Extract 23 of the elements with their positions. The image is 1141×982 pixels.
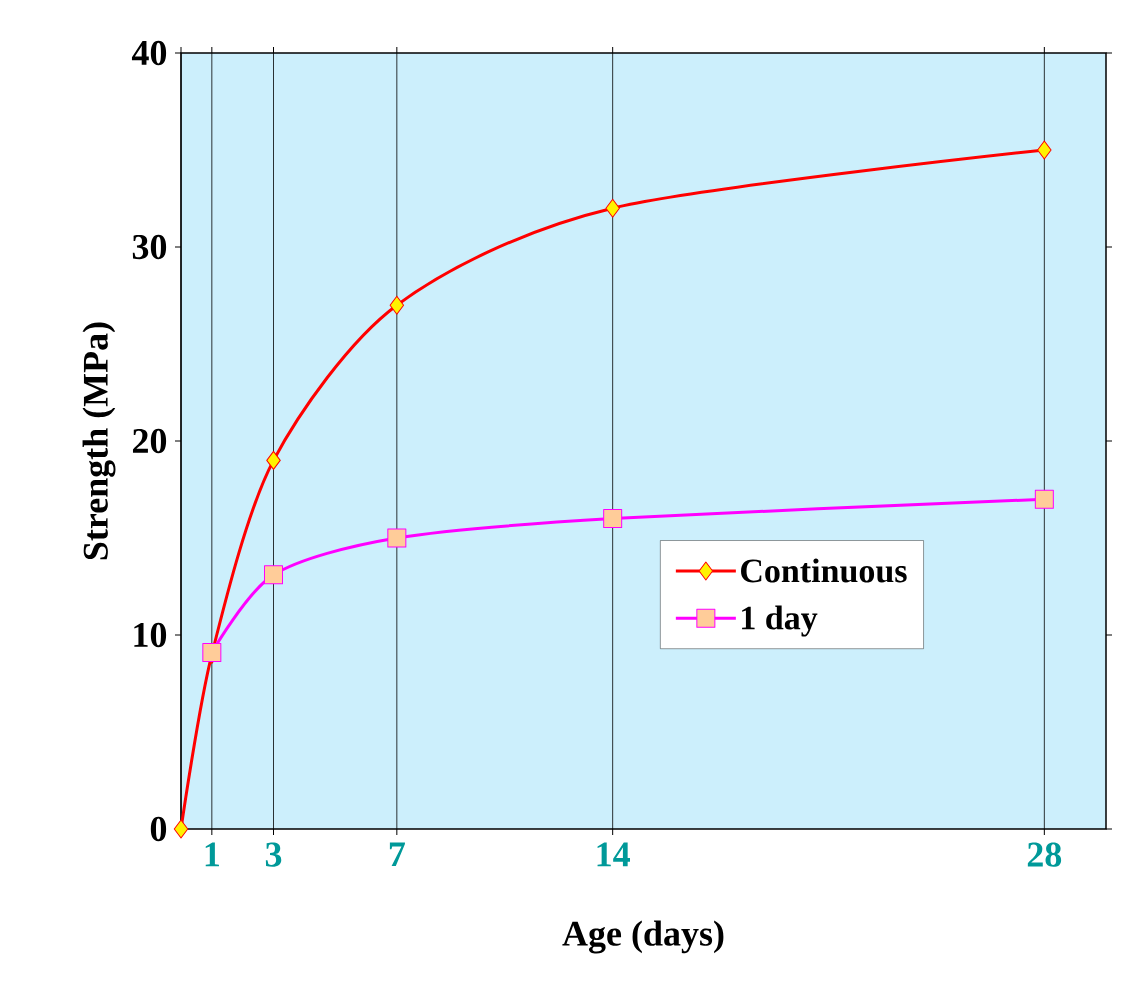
- legend-label: 1 day: [742, 605, 818, 637]
- x-tick-label: 3: [265, 842, 282, 867]
- x-tick-label: 7: [389, 842, 405, 867]
- point: [1037, 140, 1052, 160]
- y-axis-title: Strength (MPa): [82, 322, 116, 560]
- x-axis-title: Age (days): [562, 920, 724, 954]
- point: [264, 565, 283, 585]
- point: [605, 198, 620, 218]
- point: [266, 450, 281, 470]
- y-tick-label: 10: [134, 622, 167, 648]
- y-tick-label: 0: [150, 816, 167, 842]
- x-tick-label: 28: [1027, 842, 1062, 867]
- x-tick-label: 14: [597, 842, 630, 867]
- point: [389, 295, 405, 315]
- y-tick-label: 20: [132, 428, 167, 454]
- y-tick-label: 30: [132, 234, 167, 260]
- y-tick-label: 40: [131, 40, 167, 66]
- point: [387, 528, 407, 548]
- x-tick-label: 1: [205, 842, 219, 867]
- legend-label: Continuous: [741, 558, 907, 583]
- point: [173, 819, 189, 839]
- point: [1034, 489, 1054, 509]
- point: [603, 509, 623, 529]
